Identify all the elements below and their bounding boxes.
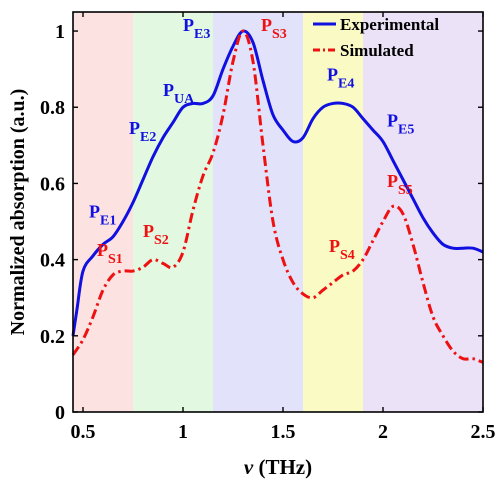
peak-symbol: P [329, 236, 340, 256]
x-tick-label: 0.5 [71, 421, 96, 443]
frequency-bands [73, 12, 483, 412]
y-tick-label: 1 [55, 21, 65, 43]
x-axis-label: ν (THz) [244, 455, 312, 479]
series-line-simulated [71, 29, 484, 364]
x-tick-label: 2 [378, 421, 388, 443]
y-tick-label: 0.4 [40, 250, 65, 272]
peak-symbol: P [387, 110, 398, 130]
band-3 [213, 12, 303, 412]
peak-subscript: S4 [340, 248, 355, 263]
peak-symbol: P [183, 15, 194, 35]
peak-subscript: S3 [272, 27, 287, 42]
legend-label-simulated: Simulated [340, 41, 414, 60]
peak-subscript: E3 [194, 27, 210, 42]
peak-symbol: P [387, 171, 398, 191]
band-4 [303, 12, 363, 412]
y-tick-label: 0 [55, 402, 65, 424]
peak-symbol: P [97, 240, 108, 260]
peak-symbol: P [261, 15, 272, 35]
series-line-experimental [71, 29, 484, 337]
peak-symbol: P [143, 221, 154, 241]
x-axis-ticks: 0.5 1 1.5 2 2.5 [71, 12, 496, 443]
peak-symbol: P [89, 202, 100, 222]
peak-symbol: P [327, 65, 338, 85]
legend-label-experimental: Experimental [340, 15, 439, 34]
x-axis-symbol: ν [244, 455, 254, 479]
peak-label-e4: PE4 [327, 65, 354, 92]
peak-subscript: E2 [140, 130, 156, 145]
plot-frame [72, 11, 484, 413]
y-axis-ticks: 0 0.2 0.4 0.6 0.8 1 [40, 21, 483, 424]
x-tick-label: 2.5 [471, 421, 496, 443]
peak-subscript: S1 [108, 252, 123, 267]
peak-subscript: S5 [398, 183, 413, 198]
series-lines [71, 29, 484, 364]
peak-label-e1: PE1 [89, 202, 116, 229]
peak-label-s3: PS3 [261, 15, 287, 42]
peak-subscript: S2 [154, 233, 169, 248]
peak-label-s5: PS5 [387, 171, 413, 198]
peak-symbol: P [163, 80, 174, 100]
y-tick-label: 0.8 [40, 97, 65, 119]
y-tick-label: 0.2 [40, 326, 65, 348]
band-1 [73, 12, 133, 412]
peak-label-e2: PE2 [129, 118, 156, 145]
peak-label-e3: PE3 [183, 15, 210, 42]
legend: Experimental Simulated [313, 15, 439, 60]
x-axis-unit: (THz) [253, 455, 312, 479]
x-tick-label: 1.5 [271, 421, 296, 443]
peak-subscript: E4 [338, 77, 354, 92]
peak-subscript: E1 [100, 214, 116, 229]
peak-label-s4: PS4 [329, 236, 355, 263]
peak-label-s2: PS2 [143, 221, 169, 248]
peak-symbol: P [129, 118, 140, 138]
peak-subscript: E5 [398, 122, 414, 137]
band-2 [133, 12, 213, 412]
peak-label-e5: PE5 [387, 110, 414, 137]
peak-label-ua: PUA [163, 80, 195, 107]
peak-subscript: UA [174, 92, 195, 107]
y-tick-label: 0.6 [40, 173, 65, 195]
band-5 [363, 12, 483, 412]
x-tick-label: 1 [178, 421, 188, 443]
y-axis-label: Normalized absorption (a.u.) [7, 89, 29, 336]
peak-label-s1: PS1 [97, 240, 123, 267]
